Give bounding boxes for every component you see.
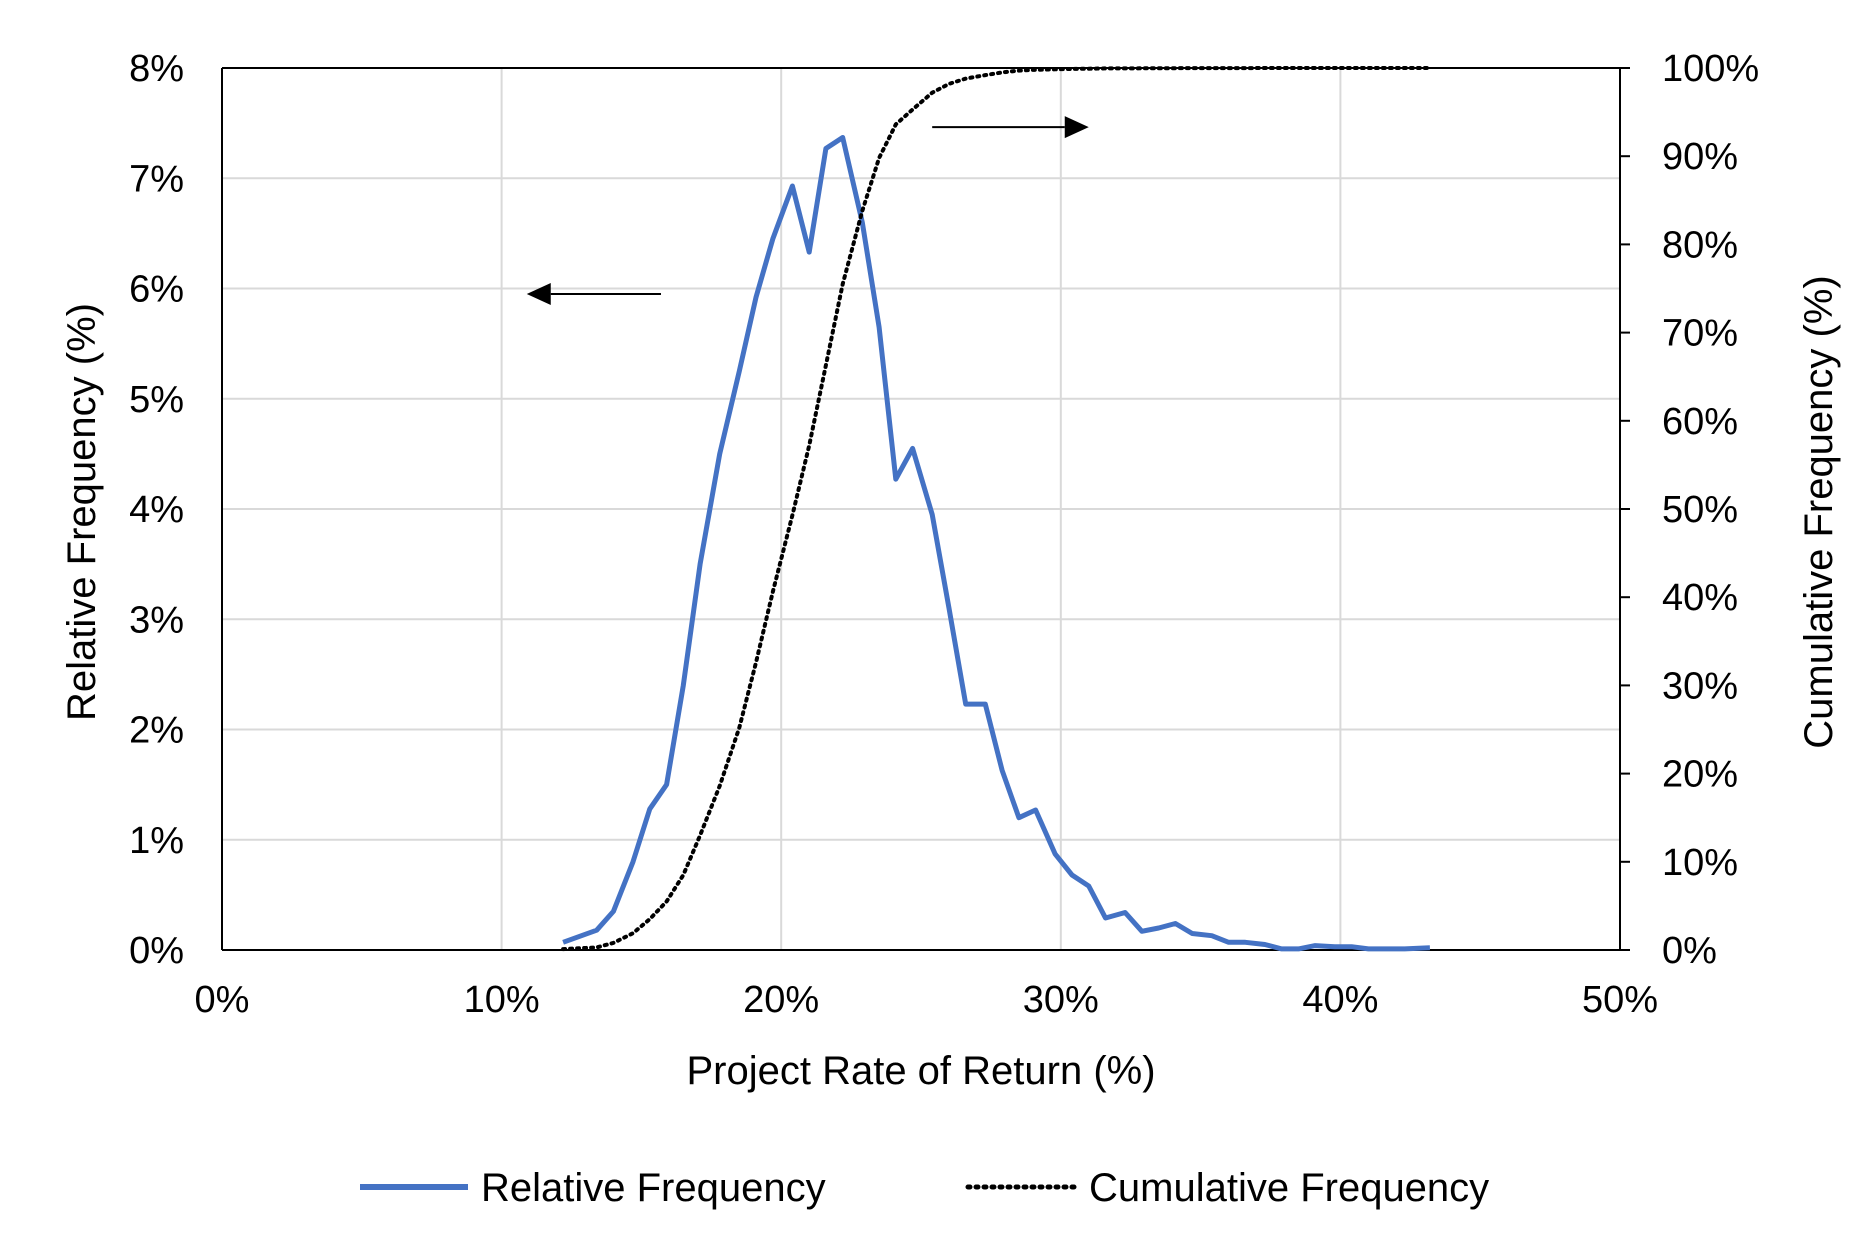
y-right-tick-label: 90% [1662,136,1738,178]
y-right-tick-label: 30% [1662,665,1738,707]
arrow-right-icon-head [1064,116,1089,139]
annotations [526,116,1089,306]
x-tick-label: 0% [195,979,250,1021]
y-right-tick-label: 40% [1662,577,1738,619]
y-right-tick-label: 60% [1662,401,1738,443]
y-right-tick-label: 20% [1662,754,1738,796]
y-left-tick-label: 0% [129,930,184,972]
y-right-tick-label: 100% [1662,48,1759,90]
y-right-tick-label: 70% [1662,313,1738,355]
y-right-tick-label: 0% [1662,930,1717,972]
arrow-left-icon [526,283,661,306]
x-tick-label: 50% [1582,979,1658,1021]
x-tick-label: 10% [464,979,540,1021]
y-left-tick-label: 3% [129,599,184,641]
series-layer [561,66,1432,952]
y-left-tick-label: 6% [129,269,184,311]
x-axis-title: Project Rate of Return (%) [686,1049,1155,1093]
y-right-tick-label: 50% [1662,489,1738,531]
legend-label-cumulative: Cumulative Frequency [1089,1166,1489,1210]
tick-labels: 0% 10% 20% 30% 40% 50%0%1%2%3%4%5%6%7%8%0%10%… [129,48,1759,1021]
series-relative-frequency-line [562,135,1431,952]
y-axis-left-title: Relative Frequency (%) [60,303,104,721]
arrow-right-icon [932,116,1089,139]
x-tick-label: 20% [743,979,819,1021]
y-left-tick-label: 7% [129,158,184,200]
y-left-tick-label: 1% [129,820,184,862]
legend-label-relative: Relative Frequency [481,1166,826,1210]
x-tick-label: 30% [1023,979,1099,1021]
series-cumulative-frequency-line [561,66,1432,952]
y-right-tick-label: 10% [1662,842,1738,884]
y-left-tick-label: 4% [129,489,184,531]
x-tick-label: 40% [1302,979,1378,1021]
arrow-left-icon-head [526,283,551,306]
y-left-tick-label: 2% [129,710,184,752]
y-right-tick-label: 80% [1662,224,1738,266]
legend: Relative Frequency Cumulative Frequency [360,1166,1489,1210]
y-left-tick-label: 8% [129,48,184,90]
gridlines [222,68,1620,950]
y-axis-right-title: Cumulative Frequency (%) [1797,275,1841,749]
y-left-tick-label: 5% [129,379,184,421]
